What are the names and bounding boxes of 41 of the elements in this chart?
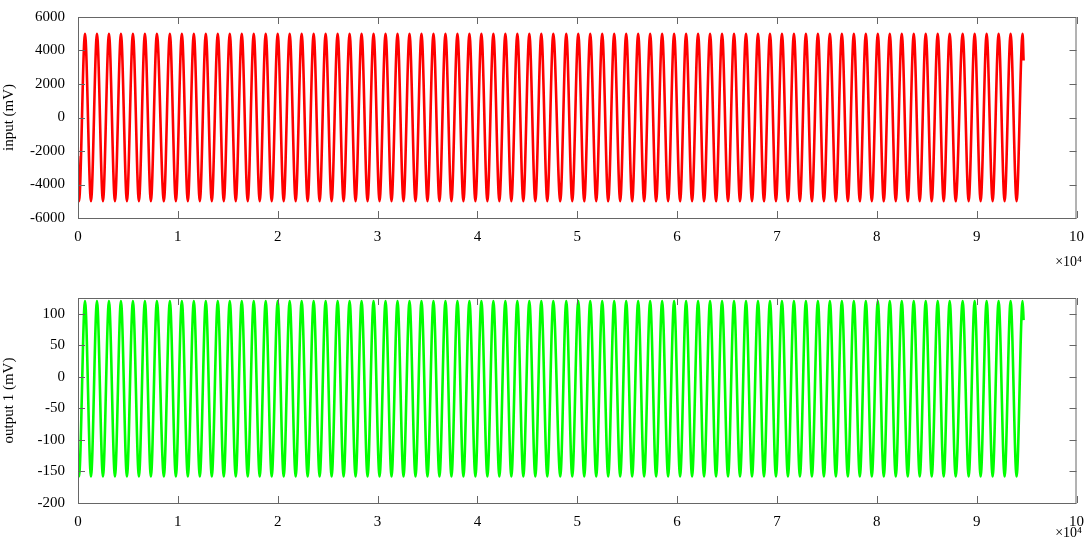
y-tick-label: 0 — [57, 367, 65, 384]
x-tick-label: 0 — [74, 512, 82, 529]
line-series — [78, 32, 1025, 203]
x-tick-label: 2 — [273, 227, 282, 244]
x-tick-label: 5 — [573, 512, 581, 529]
y-tick-label: 6000 — [35, 7, 65, 24]
x-tick-label: 4 — [473, 512, 482, 529]
x-tick-label: 6 — [673, 227, 682, 244]
y-tick-label: -100 — [37, 430, 65, 447]
y-tick-label: 0 — [57, 108, 65, 125]
x-tick-label: 8 — [873, 227, 881, 244]
x-tick-label: 3 — [373, 227, 382, 244]
y-tick-label: -4000 — [30, 175, 65, 192]
y-tick-label: -6000 — [30, 208, 65, 225]
x-tick-label: 1 — [174, 227, 182, 244]
x-tick-label: 10 — [1069, 512, 1084, 529]
text: ×10⁴ — [1055, 253, 1083, 269]
y-tick-label: -150 — [37, 462, 65, 479]
y-axis-title: input (mV) — [0, 83, 17, 152]
x-tick-label: 10 — [1069, 227, 1084, 244]
y-axis-title: output 1 (mV) — [0, 357, 17, 444]
x-tick-label: 4 — [473, 227, 482, 244]
y-tick-label: 4000 — [35, 41, 65, 58]
x-tick-label: 1 — [174, 512, 182, 529]
y-tick-label: 2000 — [35, 74, 65, 91]
y-tick-label: -2000 — [30, 141, 65, 158]
y-tick-label: -50 — [45, 399, 65, 416]
x-tick-label: 9 — [972, 227, 981, 244]
y-tick-label: 50 — [50, 336, 65, 353]
y-tick-label: 100 — [42, 304, 65, 321]
x-tick-label: 8 — [873, 512, 881, 529]
y-tick-label: -200 — [37, 493, 65, 510]
line-series — [78, 299, 1025, 478]
x-tick-label: 2 — [273, 512, 282, 529]
x-tick-label: 3 — [373, 512, 382, 529]
x-tick-label: 5 — [573, 227, 581, 244]
x-tick-label: 0 — [74, 227, 82, 244]
x-tick-label: 7 — [773, 512, 782, 529]
x-tick-label: 6 — [673, 512, 682, 529]
x-tick-label: 9 — [972, 512, 981, 529]
x-tick-label: 7 — [773, 227, 782, 244]
